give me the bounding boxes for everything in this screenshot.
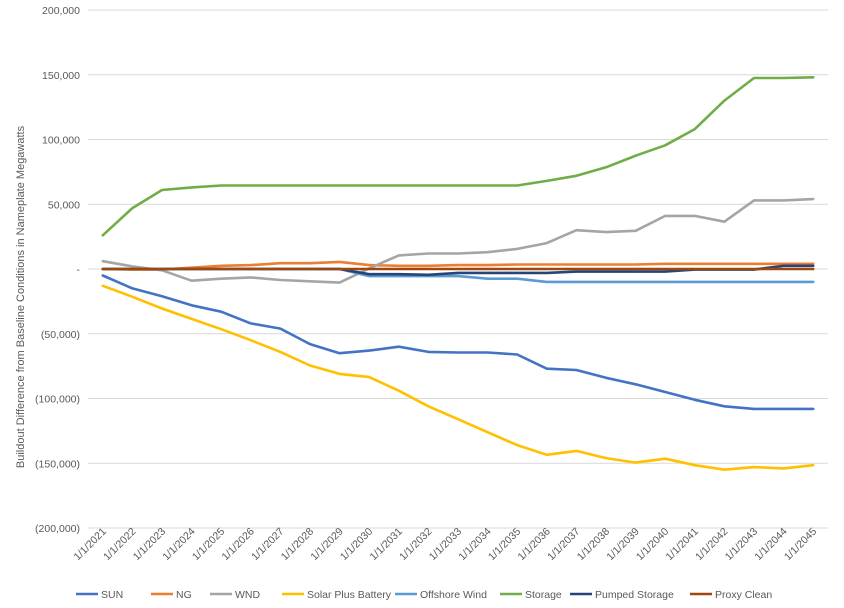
legend-label: NG bbox=[176, 589, 192, 601]
legend-label: Solar Plus Battery bbox=[307, 589, 392, 601]
y-tick-label: (150,000) bbox=[35, 458, 80, 470]
series-line-sun bbox=[101, 274, 815, 411]
legend-label: WND bbox=[235, 589, 260, 601]
y-axis-title: Buildout Difference from Baseline Condit… bbox=[15, 125, 27, 468]
y-tick-label: (100,000) bbox=[35, 394, 80, 406]
series-line-wnd bbox=[101, 197, 815, 284]
y-tick-label: 50,000 bbox=[48, 199, 80, 211]
legend-label: Offshore Wind bbox=[420, 589, 487, 601]
legend-label: Proxy Clean bbox=[715, 589, 772, 601]
y-tick-label: (50,000) bbox=[41, 329, 80, 341]
y-axis-tick-labels: 200,000 150,000 100,000 50,000 - (50,000) (100… bbox=[35, 5, 80, 535]
y-tick-label: - bbox=[77, 264, 81, 276]
x-axis-tick-labels: 1/1/20211/1/20221/1/20231/1/20241/1/2025… bbox=[72, 526, 820, 563]
series-line-solar-plus-battery bbox=[101, 284, 815, 472]
legend-label: Pumped Storage bbox=[595, 589, 674, 601]
legend: SUN NG WND Solar Plus Battery Offshore Wind S… bbox=[76, 589, 772, 601]
y-tick-label: 200,000 bbox=[42, 5, 80, 17]
legend-label: SUN bbox=[101, 589, 123, 601]
y-tick-label: 150,000 bbox=[42, 70, 80, 82]
series-lines bbox=[101, 76, 815, 472]
series-line-ng bbox=[101, 260, 815, 271]
legend-label: Storage bbox=[525, 589, 562, 601]
y-tick-label: (200,000) bbox=[35, 523, 80, 535]
x-tick-label: 1/1/2045 bbox=[782, 526, 819, 563]
y-tick-label: 100,000 bbox=[42, 135, 80, 147]
series-line-storage bbox=[101, 76, 815, 237]
